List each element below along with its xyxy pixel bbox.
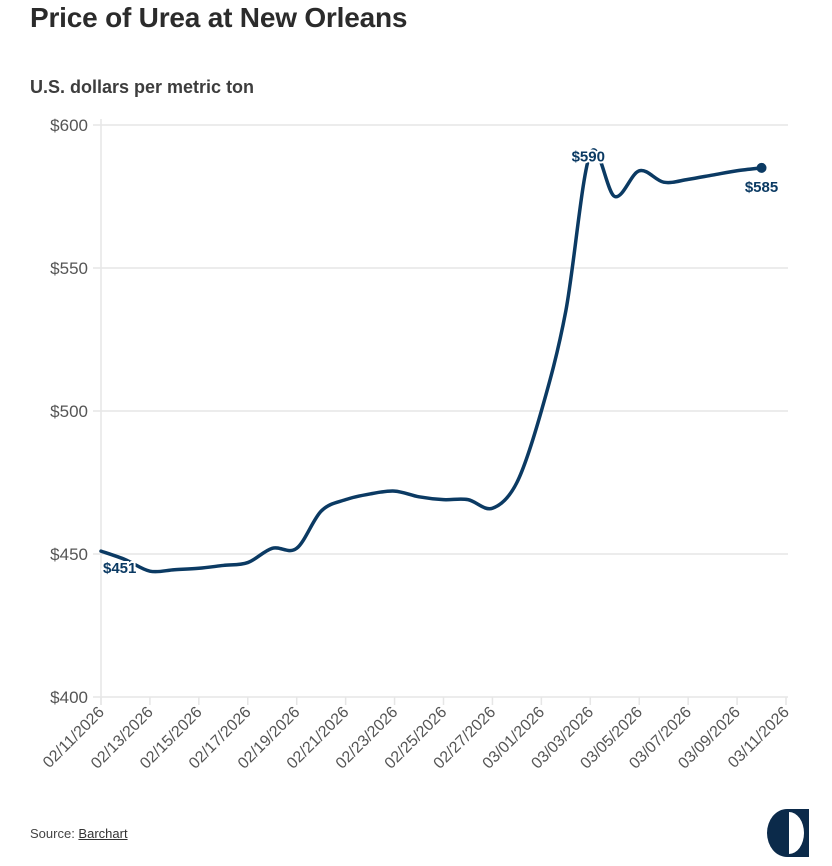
y-tick-label: $400 (50, 688, 88, 707)
y-tick-label: $600 (50, 116, 88, 135)
data-label: $451 (103, 560, 136, 577)
half-circle-logo-icon (767, 809, 809, 857)
line-chart: $400 $450 $500 $550 $600 02/11/202602/13/202… (40, 116, 793, 772)
source-note: Source: Barchart (30, 826, 128, 841)
y-tick-label: $500 (50, 402, 88, 421)
chart-title: Price of Urea at New Orleans (30, 2, 408, 33)
series-line-urea (99, 148, 764, 574)
source-link[interactable]: Barchart (78, 826, 128, 841)
data-label: $590 (572, 149, 605, 166)
chart-subtitle: U.S. dollars per metric ton (30, 77, 255, 97)
annotations: $451 $590 $585 (101, 147, 780, 580)
x-axis: 02/11/202602/13/202602/15/202602/17/2026… (40, 697, 793, 772)
y-tick-label: $550 (50, 259, 88, 278)
gridlines (93, 124, 788, 698)
data-label: $585 (745, 179, 778, 196)
source-prefix: Source: (30, 826, 79, 841)
y-tick-label: $450 (50, 545, 88, 564)
series-layer (99, 148, 767, 574)
y-axis: $400 $450 $500 $550 $600 (50, 116, 102, 707)
end-point-marker (756, 162, 767, 173)
